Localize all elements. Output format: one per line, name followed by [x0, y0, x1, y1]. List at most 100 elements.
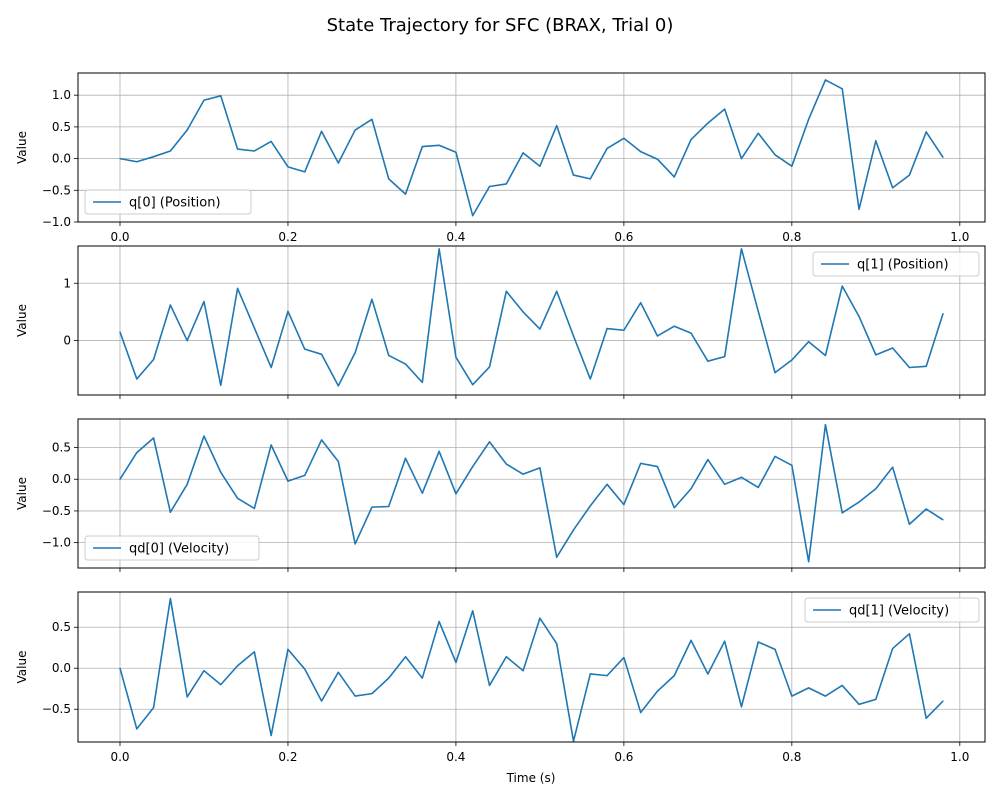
data-point — [270, 444, 272, 446]
data-point — [472, 215, 474, 217]
data-point — [337, 162, 339, 164]
data-point — [203, 435, 205, 437]
data-point — [673, 507, 675, 509]
y-tick-label: 1.0 — [52, 88, 71, 102]
data-point — [371, 298, 373, 300]
data-point — [136, 728, 138, 730]
data-point — [522, 311, 524, 313]
y-axis-label: Value — [15, 651, 29, 684]
data-point — [925, 508, 927, 510]
data-point — [925, 131, 927, 133]
y-tick-label: 0.5 — [52, 620, 71, 634]
data-point — [522, 670, 524, 672]
data-point — [556, 556, 558, 558]
y-tick-label: −0.5 — [42, 183, 71, 197]
legend-box — [812, 251, 980, 277]
data-point — [892, 466, 894, 468]
data-point — [304, 668, 306, 670]
data-point — [136, 378, 138, 380]
x-tick-label: 0.4 — [446, 750, 465, 764]
series-line — [119, 248, 944, 387]
y-tick-label: 0.5 — [52, 120, 71, 134]
legend-box — [804, 597, 980, 623]
data-point — [589, 505, 591, 507]
data-point — [640, 711, 642, 714]
data-point — [203, 99, 205, 101]
data-point — [253, 651, 255, 653]
data-point — [724, 483, 726, 485]
data-point — [942, 313, 944, 315]
data-point — [707, 360, 709, 362]
data-point — [320, 353, 323, 355]
data-point — [270, 140, 272, 143]
data-point — [539, 165, 541, 167]
data-point — [892, 187, 894, 189]
data-point — [858, 208, 860, 210]
data-point — [136, 161, 138, 163]
data-point — [925, 365, 927, 367]
data-point — [539, 328, 541, 330]
data-point — [505, 463, 507, 465]
data-point — [606, 483, 608, 485]
data-point — [337, 385, 339, 387]
data-point — [505, 183, 507, 185]
data-point — [892, 347, 894, 349]
data-point — [656, 335, 659, 337]
y-tick-label: −1.0 — [42, 536, 71, 550]
data-point — [824, 79, 827, 81]
data-point — [606, 327, 608, 330]
data-point — [875, 488, 877, 490]
legend-label: qd[0] (Velocity) — [129, 542, 229, 557]
subplot-3: −1.0 −0.5 0.0 0.5 Value qd[0] (Velocity) — [15, 418, 986, 572]
data-point — [908, 174, 911, 176]
data-point — [203, 670, 205, 672]
data-point — [337, 460, 339, 463]
data-point — [791, 165, 793, 167]
data-point — [169, 597, 171, 600]
data-point — [220, 471, 222, 473]
x-tick-label: 0.6 — [614, 750, 633, 764]
data-point — [858, 703, 860, 705]
x-axis-label: Time (s) — [506, 771, 556, 785]
data-point — [808, 118, 810, 120]
data-point — [320, 130, 323, 132]
data-point — [589, 673, 591, 675]
data-point — [438, 450, 440, 452]
data-point — [119, 157, 121, 160]
data-point — [774, 648, 776, 650]
data-point — [388, 178, 390, 180]
data-point — [119, 331, 121, 333]
y-tick-label: 0.0 — [52, 472, 71, 486]
data-point — [623, 329, 625, 331]
data-point — [152, 156, 155, 158]
series-line — [119, 79, 944, 217]
data-point — [455, 356, 457, 358]
data-point — [707, 122, 709, 124]
data-point — [421, 492, 423, 494]
data-point — [472, 384, 474, 386]
data-point — [656, 465, 659, 468]
legend: qd[0] (Velocity) — [84, 535, 260, 561]
data-point — [858, 501, 860, 503]
subplot-1: 0.0 0.2 0.4 0.6 0.8 1.0 −1.0 −0.5 0.0 0.5 1.0 Value… — [15, 72, 986, 244]
data-point — [690, 488, 692, 490]
data-point — [119, 478, 121, 480]
data-point — [404, 656, 407, 658]
data-point — [808, 561, 810, 563]
data-point — [371, 506, 373, 508]
data-point — [186, 339, 188, 342]
data-point — [606, 675, 608, 677]
legend: q[0] (Position) — [84, 189, 252, 215]
data-point — [287, 166, 289, 168]
data-point — [589, 378, 591, 380]
data-point — [505, 656, 507, 658]
data-point — [270, 734, 272, 737]
data-point — [757, 641, 759, 643]
data-point — [421, 145, 423, 148]
data-point — [472, 610, 474, 612]
data-point — [875, 140, 877, 142]
data-point — [236, 497, 239, 499]
y-tick-label: 1 — [63, 276, 71, 290]
data-point — [606, 147, 608, 150]
data-point — [824, 424, 827, 426]
